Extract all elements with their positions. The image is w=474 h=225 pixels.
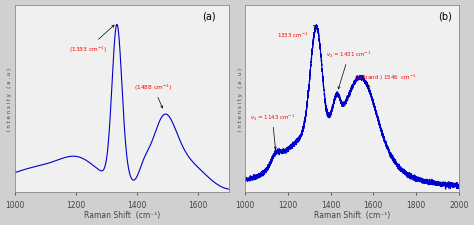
Text: (b): (b) bbox=[438, 11, 452, 21]
Text: (1488 cm$^{-1}$): (1488 cm$^{-1}$) bbox=[134, 82, 173, 108]
Y-axis label: I n t e n s i t y   ( a . u ): I n t e n s i t y ( a . u ) bbox=[237, 68, 243, 130]
Text: $\nu_2$ = 1431 cm$^{-1}$: $\nu_2$ = 1431 cm$^{-1}$ bbox=[327, 50, 372, 90]
Y-axis label: I n t e n s i t y   ( a . u ): I n t e n s i t y ( a . u ) bbox=[8, 68, 12, 130]
Text: ( G band ) 1546  cm$^{-1}$: ( G band ) 1546 cm$^{-1}$ bbox=[354, 73, 417, 88]
X-axis label: Raman Shift  (cm⁻¹): Raman Shift (cm⁻¹) bbox=[314, 211, 390, 219]
X-axis label: Raman Shift  (cm⁻¹): Raman Shift (cm⁻¹) bbox=[84, 211, 160, 219]
Text: 1333 cm$^{-1}$: 1333 cm$^{-1}$ bbox=[277, 26, 316, 39]
Text: (1333 cm$^{-1}$): (1333 cm$^{-1}$) bbox=[69, 26, 114, 55]
Text: $\nu_1$ = 1143 cm$^{-1}$: $\nu_1$ = 1143 cm$^{-1}$ bbox=[250, 112, 295, 149]
Text: (a): (a) bbox=[202, 11, 216, 21]
